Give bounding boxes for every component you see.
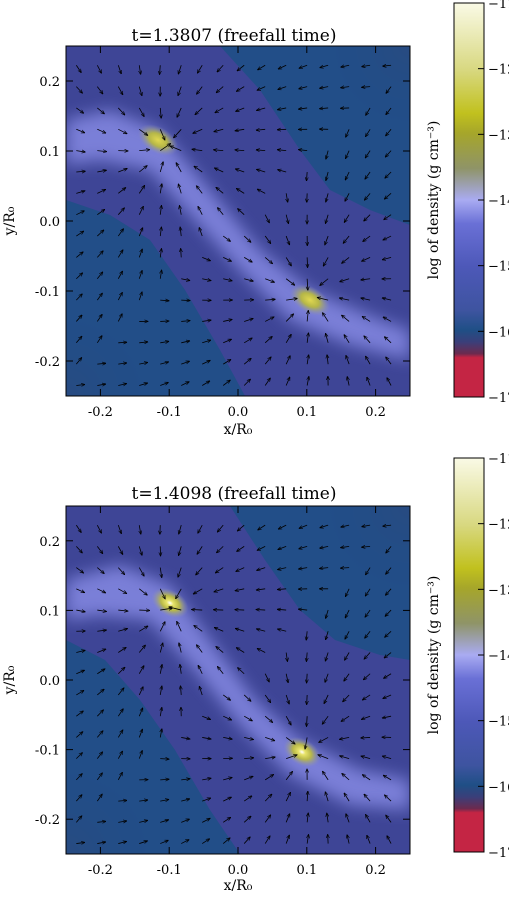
y-tick-label: 0.1 [39,604,60,619]
velocity-arrow [341,568,350,569]
colorbar-tick-label: −14 [488,194,509,209]
x-tick-label: 0.2 [365,405,386,420]
colorbar-2-label: log of density (g cm⁻³) [426,576,442,735]
y-tick-label: 0.1 [39,145,60,160]
x-tick-label: 0.1 [296,405,317,420]
x-tick-label: -0.2 [88,863,113,878]
colorbar-tick-label: −16 [488,325,509,340]
y-tick-label: -0.1 [35,744,60,759]
y-tick-label: -0.2 [35,813,60,828]
y-tick-label: -0.1 [35,285,60,300]
colorbar-tick-label: −12 [488,518,509,533]
x-tick-label: -0.1 [157,405,182,420]
colorbar-tick-label: −11 [488,0,509,12]
x-tick-label: 0.1 [296,863,317,878]
x-tick-label: -0.1 [157,863,182,878]
x-tick-label: 0.0 [228,405,249,420]
colorbar-tick-label: −12 [488,63,509,78]
y-tick-label: -0.2 [35,355,60,370]
colorbar-tick-label: −15 [488,715,509,730]
velocity-arrow [118,342,127,343]
colorbar-tick-label: −13 [488,583,509,598]
colorbar-tick-label: −13 [488,128,509,143]
panel-2: t=1.4098 (freefall time) -0.2 -0.1 0.0 0.1 0… [0,421,509,894]
y-tick-label: 0.2 [39,535,60,550]
colorbar-2: −17 −16 −15 −14 −13 −12 −11 log of density (g … [426,452,509,861]
colorbar-tick-label: −17 [488,391,509,406]
panel-1-title: t=1.3807 (freefall time) [132,26,337,46]
colorbar-1-label: log of density (g cm⁻³) [426,121,442,280]
y-axis-label-2: y/R₀ [2,665,18,695]
velocity-arrow [192,609,203,610]
panel-1: t=1.3807 (freefall time) -0.2 -0.1 0.0 0.1 0… [0,0,509,476]
y-tick-label: 0.0 [39,674,60,689]
x-axis-label-2: x/R₀ [224,878,253,894]
colorbar-tick-label: −15 [488,260,509,275]
x-tick-label: 0.2 [365,863,386,878]
velocity-arrow [361,737,370,738]
y-tick-label: 0.0 [39,215,60,230]
velocity-arrow [307,674,308,683]
velocity-arrow [160,759,169,760]
colorbar-tick-label: −11 [488,452,509,467]
x-axis-label-1: x/R₀ [224,422,253,438]
y-tick-label: 0.2 [39,75,60,90]
colorbar-tick-label: −17 [488,846,509,861]
x-tick-label: 0.0 [228,863,249,878]
colorbar-1: −17 −16 −15 −14 −13 −12 −11 log of density (g … [426,0,509,406]
colorbar-tick-label: −16 [488,780,509,795]
panel-2-title: t=1.4098 (freefall time) [132,484,337,504]
y-axis-label-1: y/R₀ [2,206,18,236]
colorbar-tick-label: −14 [488,649,509,664]
x-tick-label: -0.2 [88,405,113,420]
